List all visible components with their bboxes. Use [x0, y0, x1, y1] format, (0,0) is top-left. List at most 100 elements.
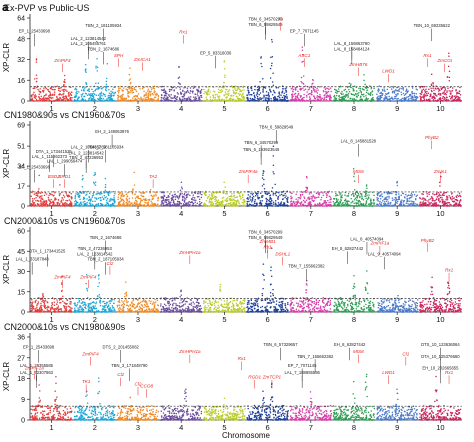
snp-point — [227, 202, 229, 205]
snp-point — [77, 100, 80, 102]
snp-point — [267, 92, 270, 94]
snp-point — [51, 303, 54, 306]
snp-point — [252, 205, 254, 207]
snp-point — [31, 197, 34, 200]
snp-point — [320, 203, 322, 205]
snp-point — [441, 196, 443, 199]
snp-point — [252, 195, 255, 198]
snp-point — [44, 306, 46, 309]
snp-point — [308, 93, 311, 95]
snp-point — [142, 98, 145, 100]
snp-point — [50, 88, 53, 90]
snp-point — [133, 171, 135, 174]
snp-point — [126, 202, 128, 205]
snp-point — [187, 204, 190, 207]
snp-point — [105, 199, 108, 201]
snp-point — [205, 200, 208, 202]
snp-point — [311, 197, 314, 199]
snp-point — [224, 76, 226, 78]
snp-point — [195, 199, 197, 201]
snp-point — [364, 195, 367, 197]
snp-point — [392, 190, 395, 193]
snp-point — [160, 201, 163, 203]
snp-point — [410, 196, 412, 199]
snp-point — [235, 92, 238, 94]
chromosome-tick-label: 7 — [309, 209, 313, 218]
snp-point — [402, 87, 404, 90]
snp-point — [269, 67, 272, 70]
snp-point — [425, 88, 427, 91]
snp-point — [307, 203, 310, 205]
panel-letter: a — [2, 0, 9, 14]
snp-point — [174, 198, 177, 201]
snp-point — [225, 198, 228, 200]
snp-point — [49, 92, 52, 94]
chromosome-tick-label: 5 — [222, 209, 226, 218]
snp-point — [265, 198, 267, 200]
snp-point — [168, 90, 171, 92]
snp-point — [247, 194, 250, 196]
snp-point — [30, 202, 33, 205]
snp-point — [330, 204, 333, 206]
snp-point — [453, 95, 456, 98]
snp-point — [254, 96, 256, 99]
snp-point — [365, 91, 368, 94]
snp-point — [70, 196, 72, 198]
snp-point — [444, 192, 446, 194]
snp-point — [266, 202, 268, 204]
snp-point — [401, 97, 404, 100]
snp-point — [32, 93, 34, 95]
snp-point — [363, 79, 365, 82]
snp-point — [173, 204, 175, 207]
snp-point — [285, 96, 287, 98]
snp-point — [116, 100, 119, 102]
snp-point — [121, 192, 124, 195]
snp-point — [326, 87, 329, 90]
snp-point — [367, 203, 370, 206]
snp-point — [305, 189, 308, 192]
snp-point — [198, 195, 200, 198]
snp-point — [270, 202, 272, 204]
snp-point — [58, 98, 60, 100]
snp-point — [388, 197, 390, 199]
snp-point — [270, 99, 272, 102]
snp-point — [412, 200, 414, 203]
snp-point — [435, 94, 437, 97]
snp-point — [320, 198, 322, 201]
snp-point — [383, 98, 385, 101]
snp-point — [185, 198, 187, 200]
snp-point — [95, 67, 97, 69]
snp-point — [128, 202, 130, 204]
snp-point — [189, 87, 192, 89]
snp-point — [41, 203, 43, 206]
snp-point — [393, 198, 395, 201]
snp-point — [369, 93, 371, 95]
snp-point — [243, 96, 245, 98]
snp-point — [419, 197, 422, 200]
snp-point — [75, 193, 77, 195]
snp-point — [130, 205, 132, 207]
snp-point — [224, 91, 227, 93]
snp-point — [213, 90, 215, 92]
snp-point — [200, 196, 203, 199]
snp-point — [268, 200, 271, 203]
snp-point — [194, 97, 196, 99]
snp-point — [429, 198, 432, 200]
snp-point — [326, 194, 328, 196]
snp-point — [43, 304, 46, 306]
snp-point — [412, 98, 415, 100]
snp-point — [105, 85, 108, 87]
snp-point — [246, 97, 249, 99]
y-axis-label: XP-CLR — [2, 43, 11, 73]
snp-point — [99, 95, 101, 97]
snp-point — [217, 199, 220, 201]
snp-point — [145, 92, 148, 94]
snp-point — [377, 95, 379, 97]
snp-point — [265, 204, 267, 207]
snp-point — [149, 91, 151, 93]
snp-point — [181, 98, 184, 101]
snp-point — [176, 196, 179, 199]
snp-point — [340, 98, 343, 100]
snp-point — [405, 202, 407, 205]
snp-point — [74, 95, 76, 98]
